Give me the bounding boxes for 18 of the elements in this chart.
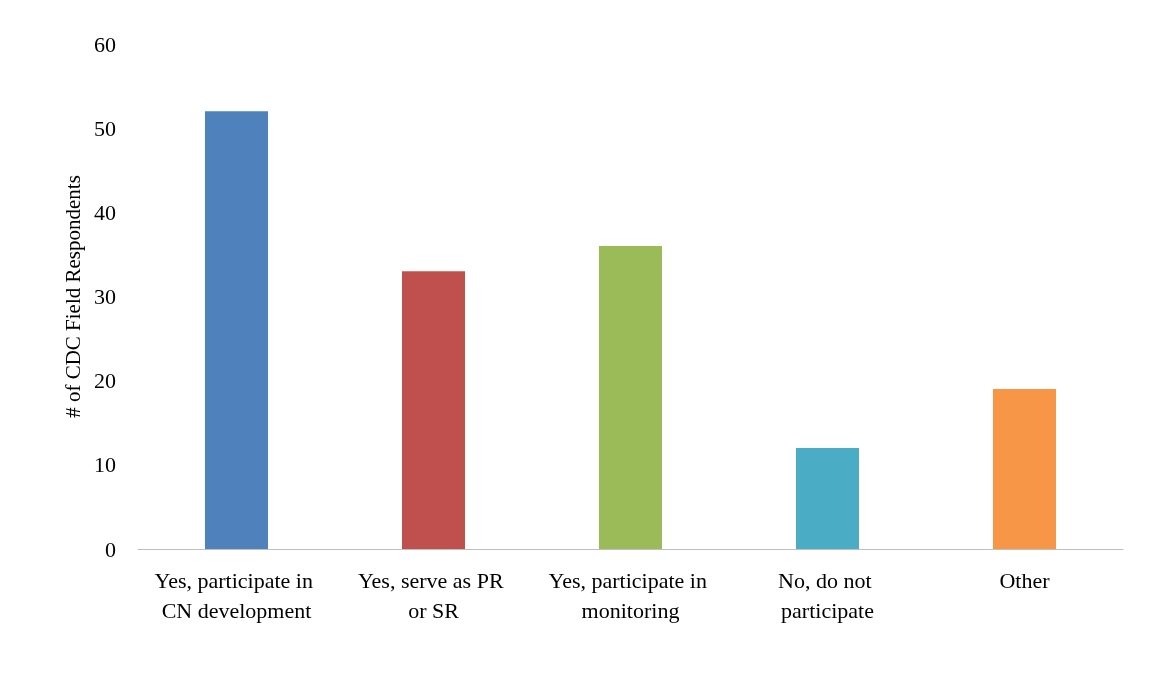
x-tick-label: Yes, participate in CN development — [154, 567, 319, 623]
bar — [795, 448, 860, 549]
x-tick-label: Yes, serve as PR or SR — [357, 567, 510, 623]
bar — [598, 246, 663, 549]
y-tick-label: 20 — [94, 368, 116, 394]
x-tick-label: Other — [999, 567, 1051, 593]
x-tick-label: No, do not participate — [778, 567, 877, 623]
x-tick-label: Yes, participate in monitoring — [548, 567, 713, 623]
y-tick-label: 40 — [94, 199, 116, 225]
y-tick-label: 30 — [94, 284, 116, 309]
y-tick-label: 50 — [94, 115, 116, 141]
bar — [204, 111, 269, 549]
bar — [992, 389, 1057, 549]
y-tick-label: 10 — [94, 452, 116, 478]
bar — [401, 271, 466, 549]
y-axis-title: # of CDC Field Respondents — [60, 175, 85, 418]
y-tick-label: 60 — [94, 31, 116, 57]
y-tick-label: 0 — [105, 536, 116, 562]
